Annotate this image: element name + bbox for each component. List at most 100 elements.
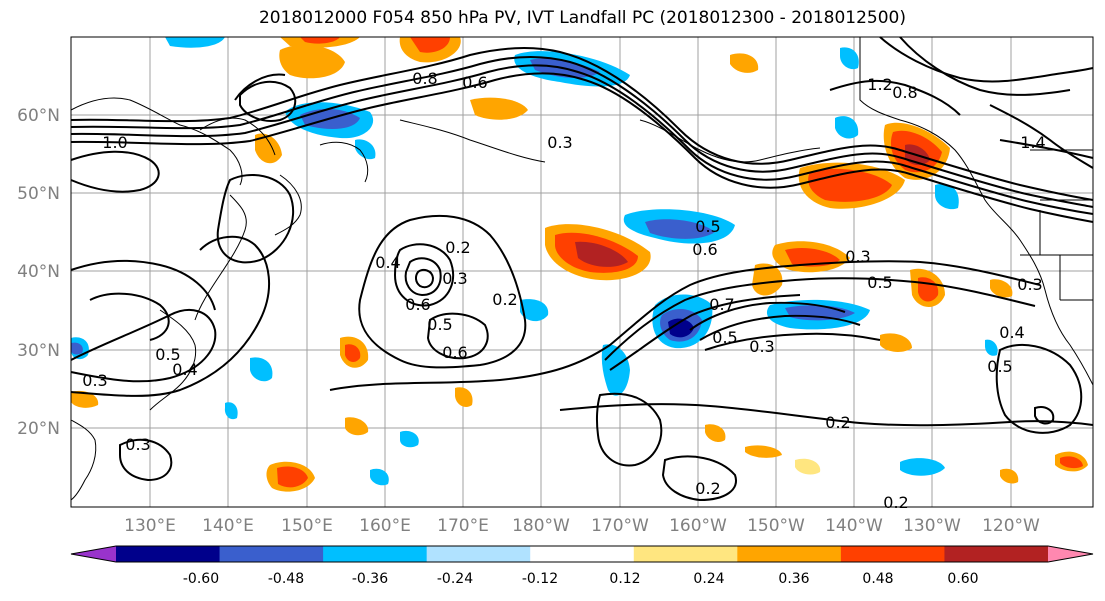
negative-anomaly: [71, 342, 83, 355]
positive-anomaly: [410, 37, 450, 53]
negative-anomaly: [370, 468, 389, 486]
lon-label: 130°W: [903, 516, 961, 536]
contour-label: 0.4: [375, 253, 400, 272]
contour-label: 0.5: [987, 357, 1012, 376]
negative-anomaly: [985, 339, 998, 356]
positive-anomaly: [990, 279, 1013, 298]
negative-anomaly: [224, 402, 238, 420]
contour-label: 0.2: [492, 290, 517, 309]
colorbar-tick: -0.60: [183, 571, 219, 587]
contour-label: 0.3: [845, 247, 870, 266]
lon-label: 160°E: [359, 516, 411, 536]
lon-label: 150°W: [747, 516, 805, 536]
contour-label: 0.5: [712, 328, 737, 347]
colorbar-tick: -0.48: [268, 571, 304, 587]
negative-anomaly: [900, 458, 945, 476]
contour-labels: 1.0 0.8 0.6 0.3 0.4 0.2 0.2 0.3 0.6 0.5 …: [82, 69, 1045, 512]
colorbar-segment: [530, 546, 635, 562]
colorbar-extend-high: [1048, 546, 1093, 562]
colorbar-tick: -0.24: [437, 571, 473, 587]
colorbar-tick: 0.24: [693, 571, 724, 587]
colorbar-tick: 0.48: [862, 571, 893, 587]
contour-label: 0.2: [695, 479, 720, 498]
lat-label: 40°N: [17, 262, 60, 282]
lat-label: 20°N: [17, 419, 60, 439]
coastlines: [70, 37, 1094, 501]
colorbar-tick: 0.12: [609, 571, 640, 587]
colorbar-tick: -0.12: [522, 571, 558, 587]
positive-anomaly: [575, 241, 628, 267]
negative-anomaly: [400, 430, 419, 448]
lon-label: 150°E: [281, 516, 333, 536]
negative-anomaly: [520, 299, 549, 322]
negative-anomaly: [165, 37, 225, 48]
lon-label: 170°W: [591, 516, 649, 536]
positive-anomaly: [880, 333, 912, 352]
contour-label: 0.6: [405, 295, 430, 314]
positive-anomaly: [255, 133, 282, 164]
lat-label: 50°N: [17, 184, 60, 204]
graticule: [71, 37, 1093, 507]
contour-label: 0.3: [749, 337, 774, 356]
positive-anomaly: [745, 445, 782, 458]
longitude-labels: 130°E 140°E 150°E 160°E 170°E 180°W 170°…: [124, 516, 1040, 536]
positive-anomaly: [345, 417, 369, 436]
positive-anomaly: [470, 97, 528, 120]
pv-contours: [70, 36, 1094, 502]
contour-label: 0.8: [892, 83, 917, 102]
contour-label: 0.3: [125, 435, 150, 454]
colorbar-segment: [944, 546, 1049, 562]
colorbar-segments: [70, 545, 1094, 563]
contour-label: 1.2: [867, 75, 892, 94]
contour-label: 0.2: [825, 413, 850, 432]
lat-label: 30°N: [17, 341, 60, 361]
contour-label: 0.6: [692, 240, 717, 259]
colorbar-segment: [116, 546, 221, 562]
negative-anomaly: [935, 183, 959, 210]
lon-label: 140°E: [202, 516, 254, 536]
lon-label: 160°W: [669, 516, 727, 536]
contour-label: 0.6: [442, 343, 467, 362]
contour-label: 0.2: [883, 493, 908, 512]
contour-label: 0.3: [547, 133, 572, 152]
colorbar-segment: [633, 546, 738, 562]
lon-label: 180°W: [512, 516, 570, 536]
lon-label: 130°E: [124, 516, 176, 536]
positive-anomaly: [785, 248, 840, 267]
negative-anomaly: [645, 219, 715, 239]
contour-label: 0.5: [695, 217, 720, 236]
lon-label: 170°E: [437, 516, 489, 536]
colorbar-segment: [219, 546, 324, 562]
contour-label: 0.4: [999, 323, 1024, 342]
positive-anomaly: [1060, 456, 1083, 469]
colorbar-tick: -0.36: [352, 571, 388, 587]
contour-label: 0.5: [867, 273, 892, 292]
positive-anomaly: [71, 390, 99, 408]
contour-label: 0.3: [1017, 275, 1042, 294]
positive-anomaly: [277, 466, 308, 488]
colorbar-tick-labels: -0.60 -0.48 -0.36 -0.24 -0.12 0.12 0.24 …: [183, 571, 979, 587]
contour-label: 0.5: [427, 315, 452, 334]
contour-label: 0.2: [445, 238, 470, 257]
contour-label: 0.7: [709, 295, 734, 314]
colorbar-segment: [426, 546, 531, 562]
colorbar: -0.60 -0.48 -0.36 -0.24 -0.12 0.12 0.24 …: [70, 545, 1094, 587]
colorbar-segment: [323, 546, 428, 562]
colorbar-outline: [70, 545, 1094, 563]
colorbar-extend-low: [71, 546, 116, 562]
positive-anomaly: [730, 53, 759, 73]
map-panel: 1.0 0.8 0.6 0.3 0.4 0.2 0.2 0.3 0.6 0.5 …: [70, 36, 1094, 512]
negative-anomaly: [355, 139, 376, 160]
map-border: [70, 36, 1094, 508]
contour-label: 0.8: [412, 69, 437, 88]
lat-label: 60°N: [17, 106, 60, 126]
positive-anomaly: [300, 37, 340, 44]
positive-anomaly: [1000, 468, 1019, 484]
negative-anomaly: [250, 357, 273, 382]
lon-label: 140°W: [825, 516, 883, 536]
colorbar-segment: [840, 546, 945, 562]
negative-anomaly: [840, 47, 859, 70]
positive-anomaly: [455, 387, 473, 407]
positive-anomaly: [705, 424, 726, 443]
